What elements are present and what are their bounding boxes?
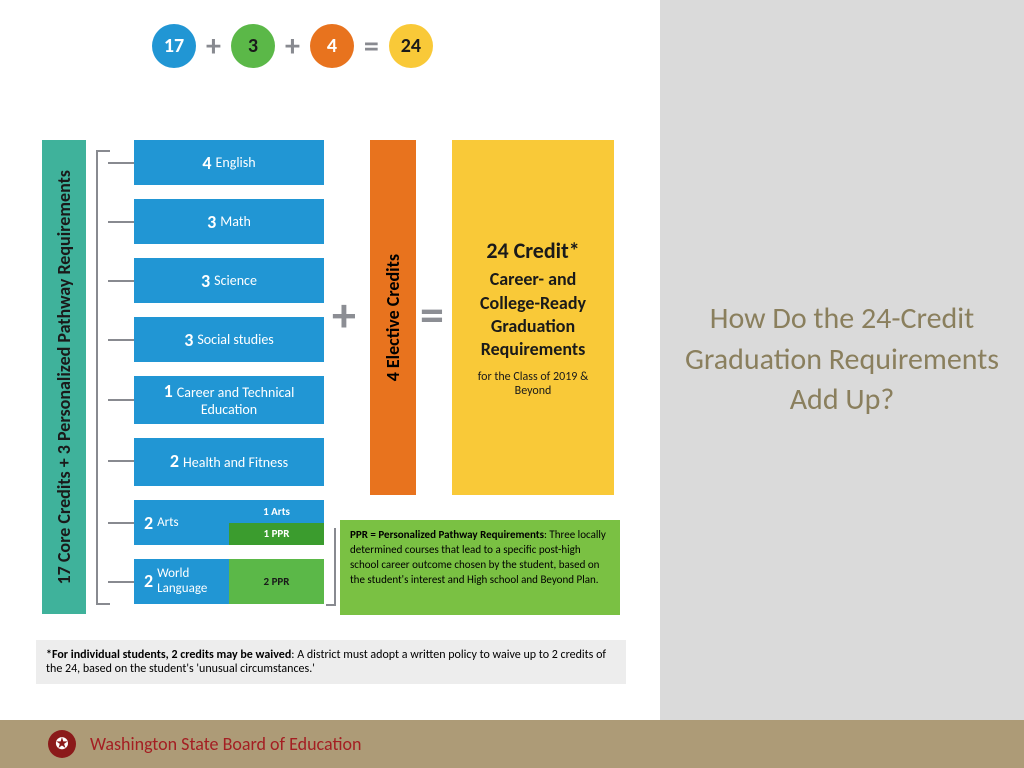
subject-cte: 1Career and Technical Education <box>134 376 324 424</box>
waiver-bold: *For individual students, 2 credits may … <box>46 648 291 662</box>
tick <box>108 339 134 341</box>
ppr-legend: PPR = Personalized Pathway Requirements:… <box>340 520 620 615</box>
elective-credits-label: 4 Elective Credits <box>382 254 404 381</box>
equation-row: 17 + 3 + 4 = 24 <box>152 24 433 68</box>
elective-credits-bar: 4 Elective Credits <box>370 140 416 495</box>
core-credits-label: 17 Core Credits + 3 Personalized Pathway… <box>53 170 75 584</box>
equals-icon-large: = <box>420 285 444 344</box>
tick <box>108 280 134 282</box>
subject-english: 4English <box>134 140 324 185</box>
eq-circle-24: 24 <box>389 24 433 68</box>
arts-sub-ppr: 1 PPR <box>229 523 324 546</box>
tick <box>108 522 134 524</box>
total-sub-text: for the Class of 2019 & Beyond <box>464 370 602 398</box>
waiver-note: *For individual students, 2 credits may … <box>36 640 626 684</box>
eq-circle-17: 17 <box>152 24 196 68</box>
brace-main <box>96 150 110 605</box>
right-panel: How Do the 24-Credit Graduation Requirem… <box>660 0 1024 720</box>
tick <box>108 221 134 223</box>
total-main-text: Career- and College-Ready Graduation Req… <box>464 268 602 362</box>
ppr-brace <box>326 528 336 606</box>
eq-circle-4: 4 <box>310 24 354 68</box>
slide-title: How Do the 24-Credit Graduation Requirem… <box>660 299 1024 421</box>
subject-math: 3Math <box>134 199 324 244</box>
slide: 17 + 3 + 4 = 24 17 Core Credits + 3 Pers… <box>0 0 1024 768</box>
plus-icon: + <box>285 28 300 65</box>
footer-bar: ✪ Washington State Board of Education <box>0 720 1024 768</box>
subject-world-language: 2World Language 2 PPR <box>134 559 324 604</box>
lang-sub-ppr: 2 PPR <box>229 559 324 604</box>
equals-icon: = <box>364 28 379 65</box>
subjects-column: 4English 3Math 3Science 3Social studies … <box>134 140 324 604</box>
subject-social-studies: 3Social studies <box>134 317 324 362</box>
tick <box>108 162 134 164</box>
subject-arts: 2Arts 1 Arts 1 PPR <box>134 500 324 545</box>
total-box: 24 Credit* Career- and College-Ready Gra… <box>452 140 614 495</box>
footer-org: Washington State Board of Education <box>90 733 361 755</box>
eq-circle-3: 3 <box>231 24 275 68</box>
tick <box>108 460 134 462</box>
ppr-legend-bold: PPR = Personalized Pathway Requirements <box>350 528 544 541</box>
arts-sub-1: 1 Arts <box>229 500 324 523</box>
plus-icon-large: + <box>332 285 356 344</box>
total-credit-number: 24 Credit* <box>486 237 579 264</box>
plus-icon: + <box>206 28 221 65</box>
sbe-logo-icon: ✪ <box>48 730 76 758</box>
tick <box>108 581 134 583</box>
tick <box>108 399 134 401</box>
subject-health-fitness: 2Health and Fitness <box>134 438 324 486</box>
core-credits-bar: 17 Core Credits + 3 Personalized Pathway… <box>42 140 86 614</box>
subject-science: 3Science <box>134 258 324 303</box>
